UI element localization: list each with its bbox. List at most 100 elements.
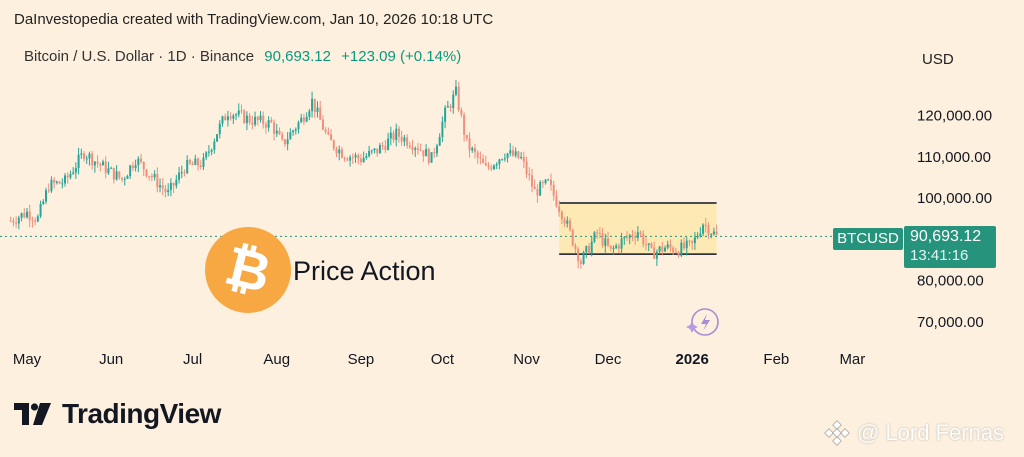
candle-body (80, 153, 83, 155)
brand-name: TradingView (62, 398, 221, 429)
x-tick-label: Dec (595, 351, 622, 368)
candle-body (693, 237, 696, 244)
x-tick-label: Aug (263, 351, 290, 368)
candle-body (335, 148, 338, 154)
candle-body (547, 179, 550, 181)
candle-body (441, 121, 444, 137)
candle-body (123, 178, 126, 180)
candle-body (245, 115, 248, 124)
candle-body (20, 213, 23, 218)
candle-body (66, 175, 69, 178)
currency-label: USD (922, 51, 954, 68)
y-tick-label: 110,000.00 (917, 149, 991, 166)
candle-body (482, 158, 485, 164)
candle-body (425, 148, 428, 157)
candle-body (188, 159, 191, 164)
candle-body (416, 148, 419, 150)
candle-body (511, 150, 514, 156)
candle-body (449, 106, 452, 109)
candle-body (691, 240, 694, 244)
candle-body (47, 190, 50, 192)
candle-body (319, 107, 322, 120)
tradingview-brand[interactable]: TradingView (14, 398, 221, 430)
candle-body (560, 211, 563, 220)
candle-body (642, 233, 645, 245)
candle-body (224, 116, 227, 121)
candle-body (251, 122, 254, 125)
candle-body (373, 148, 376, 151)
candle-body (626, 237, 629, 239)
candle-body (522, 157, 525, 162)
candle-body (278, 130, 281, 135)
candle-body (520, 157, 523, 159)
candle-body (702, 224, 705, 234)
candle-body (492, 165, 495, 170)
candle-body (289, 132, 292, 140)
candle-body (490, 167, 493, 170)
candle-body (433, 152, 436, 154)
x-tick-label: Sep (348, 351, 375, 368)
candle-body (31, 219, 34, 221)
candle-body (487, 165, 490, 168)
candle-body (354, 155, 357, 158)
candle-body (357, 155, 360, 159)
candle-body (506, 153, 509, 158)
candle-body (93, 161, 96, 166)
x-tick-label: Jun (99, 351, 123, 368)
candle-body (330, 134, 333, 141)
candle-body (183, 172, 186, 174)
candle-body (452, 94, 455, 109)
candle-body (273, 122, 276, 134)
candle-body (685, 240, 688, 249)
candle-body (408, 145, 411, 148)
candle-body (264, 124, 267, 128)
candle-body (254, 116, 257, 125)
candle-body (541, 182, 544, 184)
candle-body (229, 116, 232, 119)
candle-body (178, 172, 181, 180)
candle-body (710, 234, 713, 236)
candle-body (131, 165, 134, 169)
candle-body (286, 139, 289, 145)
candle-body (302, 117, 305, 122)
candle-body (552, 184, 555, 196)
candle-body (115, 171, 118, 180)
candle-body (582, 252, 585, 264)
candle-body (664, 247, 667, 252)
x-tick-label: 2026 (675, 351, 708, 368)
candle-body (653, 247, 656, 259)
candle-body (558, 206, 561, 212)
candle-body (172, 182, 175, 186)
candle-body (83, 153, 86, 159)
candle-body (15, 222, 18, 224)
candle-body (69, 173, 72, 178)
candle-body (473, 148, 476, 153)
candle-body (397, 128, 400, 137)
x-tick-label: May (13, 351, 42, 368)
candle-body (569, 220, 571, 230)
candle-body (655, 251, 658, 259)
candle-body (45, 190, 48, 202)
candle-body (376, 148, 379, 154)
candle-body (50, 179, 53, 192)
candle-body (666, 244, 669, 248)
candle-body (617, 245, 620, 249)
candle-body (658, 246, 661, 252)
candle-body (683, 242, 686, 249)
candle-body (634, 237, 637, 239)
candle-body (259, 115, 262, 121)
candle-body (536, 189, 539, 196)
candle-body (712, 231, 715, 235)
candle-body (362, 157, 365, 163)
symbol-description: Bitcoin / U.S. Dollar · 1D · Binance (24, 48, 255, 65)
candle-body (300, 117, 303, 123)
x-tick-label: Oct (431, 351, 455, 368)
candle-body (110, 167, 113, 169)
candle-body (256, 116, 259, 121)
candle-body (145, 169, 148, 177)
candle-body (169, 182, 172, 191)
chart-attribution: DaInvestopedia created with TradingView.… (14, 11, 494, 28)
candle-body (23, 213, 26, 218)
candle-body (58, 181, 61, 184)
